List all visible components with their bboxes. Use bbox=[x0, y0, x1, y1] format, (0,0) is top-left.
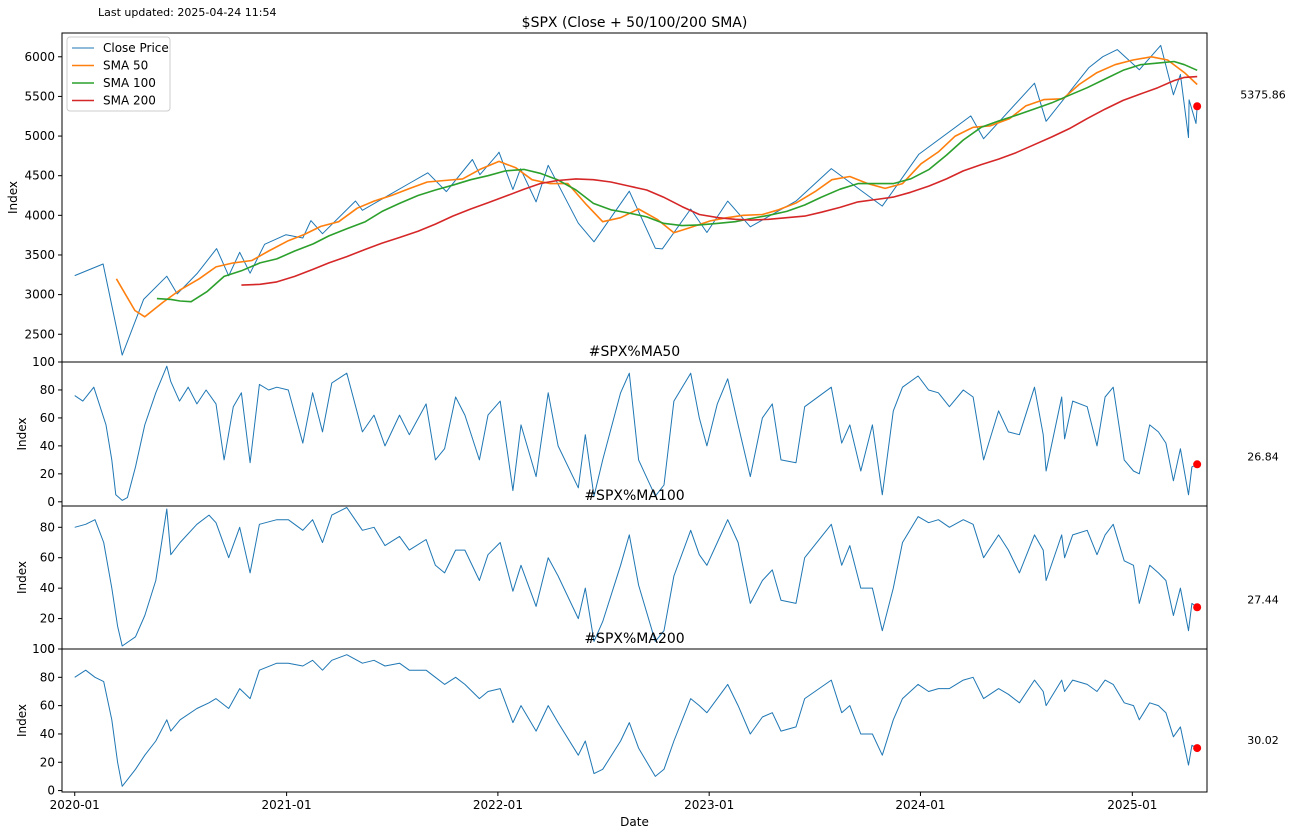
panel-title: $SPX (Close + 50/100/200 SMA) bbox=[522, 15, 748, 31]
y-tick-label: 40 bbox=[40, 439, 55, 453]
y-tick-label: 5500 bbox=[24, 89, 55, 103]
series-line--spx-ma50 bbox=[74, 365, 1198, 501]
x-tick-label: 2022-01 bbox=[473, 798, 523, 812]
y-tick-label: 20 bbox=[40, 467, 55, 481]
last-value-marker bbox=[1193, 102, 1202, 111]
y-tick-label: 0 bbox=[47, 495, 55, 509]
axes-frame bbox=[61, 648, 1208, 793]
y-tick-label: 60 bbox=[40, 551, 55, 565]
legend-entry: SMA 200 bbox=[103, 94, 156, 108]
last-value-label: 26.84 bbox=[1247, 450, 1279, 463]
y-tick-label: 0 bbox=[47, 784, 55, 798]
last-value-marker bbox=[1193, 744, 1202, 753]
y-tick-label: 2500 bbox=[24, 327, 55, 341]
y-tick-label: 60 bbox=[40, 699, 55, 713]
price-panel: 2500 3000 3500 4000 4500 5000 5500 6000 Index $SP… bbox=[6, 15, 1286, 363]
series-line-sma-200 bbox=[241, 75, 1198, 286]
y-tick-label: 60 bbox=[40, 411, 55, 425]
axes-frame bbox=[61, 505, 1208, 650]
x-tick-label: 2023-01 bbox=[684, 798, 734, 812]
y-tick-label: 0 bbox=[47, 642, 55, 656]
y-axis-label: Index bbox=[15, 704, 29, 737]
legend-box bbox=[66, 36, 171, 112]
last-value-label: 30.02 bbox=[1247, 734, 1279, 747]
legend-entry: Close Price bbox=[103, 41, 169, 55]
y-tick-label: 20 bbox=[40, 755, 55, 769]
last-updated-label: Last updated: 2025-04-24 11:54 bbox=[98, 6, 277, 19]
last-value-marker bbox=[1193, 603, 1202, 612]
x-tick-label: 2021-01 bbox=[262, 798, 312, 812]
series-line-sma-50 bbox=[115, 55, 1198, 318]
legend: Close Price SMA 50 SMA 100 SMA 200 bbox=[66, 36, 171, 112]
axes-frame bbox=[61, 32, 1208, 363]
y-tick-label: 5000 bbox=[24, 129, 55, 143]
y-tick-label: 3500 bbox=[24, 248, 55, 262]
y-tick-label: 80 bbox=[40, 383, 55, 397]
panel-title: #SPX%MA50 bbox=[589, 344, 680, 360]
x-tick-label: 2024-01 bbox=[895, 798, 945, 812]
axes-frame bbox=[61, 361, 1208, 507]
y-tick-label: 4500 bbox=[24, 169, 55, 183]
ma200-panel: 0 20 40 60 80 100 Index #SPX%MA200 30.02 2020-01 2… bbox=[15, 631, 1279, 829]
y-axis-label: Index bbox=[6, 181, 20, 214]
y-tick-label: 6000 bbox=[24, 50, 55, 64]
y-tick-label: 80 bbox=[40, 520, 55, 534]
series-line--spx-ma200 bbox=[74, 654, 1198, 787]
x-tick-label: 2020-01 bbox=[50, 798, 100, 812]
y-tick-label: 40 bbox=[40, 727, 55, 741]
y-tick-label: 40 bbox=[40, 581, 55, 595]
series-line--spx-ma100 bbox=[74, 507, 1198, 647]
y-axis-label: Index bbox=[15, 417, 29, 450]
last-value-label: 27.44 bbox=[1247, 593, 1279, 606]
panel-title: #SPX%MA100 bbox=[584, 488, 684, 504]
x-tick-label: 2025-01 bbox=[1107, 798, 1157, 812]
last-value-label: 5375.86 bbox=[1240, 88, 1286, 101]
x-axis-label: Date bbox=[620, 815, 649, 829]
series-line-sma-100 bbox=[156, 60, 1198, 303]
panel-title: #SPX%MA200 bbox=[584, 631, 684, 647]
y-tick-label: 20 bbox=[40, 612, 55, 626]
ma50-panel: 0 20 40 60 80 100 Index #SPX%MA50 26.84 bbox=[15, 344, 1279, 509]
y-tick-label: 80 bbox=[40, 670, 55, 684]
series-line-close-price bbox=[74, 44, 1198, 356]
y-tick-label: 4000 bbox=[24, 208, 55, 222]
legend-entry: SMA 100 bbox=[103, 76, 156, 90]
y-axis-label: Index bbox=[15, 561, 29, 594]
legend-entry: SMA 50 bbox=[103, 59, 148, 73]
y-tick-label: 100 bbox=[32, 355, 55, 369]
y-tick-label: 100 bbox=[32, 642, 55, 656]
last-value-marker bbox=[1193, 460, 1202, 469]
y-tick-label: 3000 bbox=[24, 288, 55, 302]
